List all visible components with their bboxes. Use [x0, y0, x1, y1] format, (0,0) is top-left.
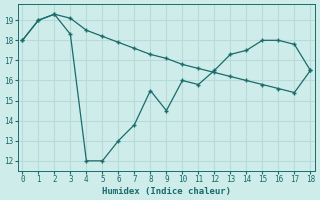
- X-axis label: Humidex (Indice chaleur): Humidex (Indice chaleur): [102, 187, 231, 196]
